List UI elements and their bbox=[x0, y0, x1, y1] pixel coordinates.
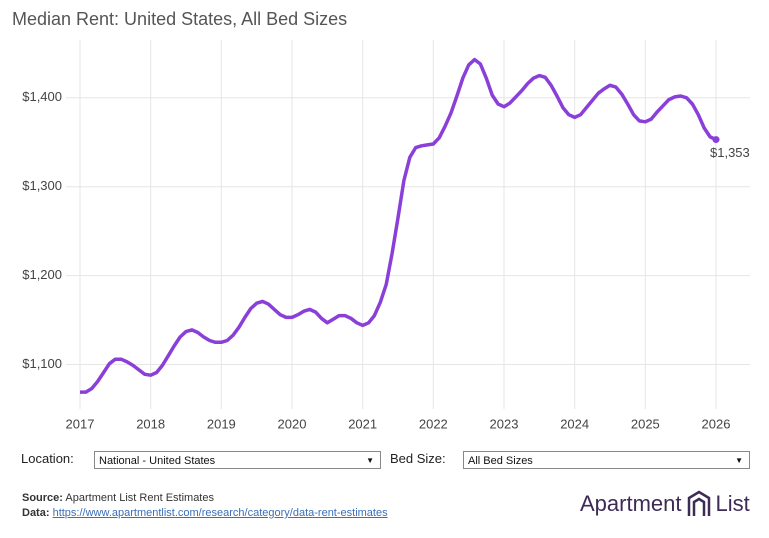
x-tick-label: 2024 bbox=[560, 416, 589, 431]
chart: Median Rent: United States, All Bed Size… bbox=[12, 9, 750, 431]
dropdown-arrow: ▼ bbox=[366, 456, 374, 465]
logo-text: Apartment bbox=[580, 491, 682, 516]
source-label: Source: bbox=[22, 492, 63, 504]
y-tick-label: $1,300 bbox=[22, 178, 62, 193]
data-label: $1,353 bbox=[710, 145, 750, 160]
source-line: Source: Apartment List Rent Estimates bbox=[22, 492, 214, 504]
y-tick-label: $1,100 bbox=[22, 356, 62, 371]
logo: Apartment List bbox=[580, 490, 750, 518]
x-tick-label: 2018 bbox=[136, 416, 165, 431]
x-tick-label: 2020 bbox=[278, 416, 307, 431]
x-tick-label: 2023 bbox=[490, 416, 519, 431]
logo-text: List bbox=[715, 491, 750, 516]
end-point bbox=[712, 136, 720, 144]
bed-size-label: Bed Size: bbox=[390, 451, 446, 466]
chart-title: Median Rent: United States, All Bed Size… bbox=[12, 9, 347, 29]
x-tick-label: 2022 bbox=[419, 416, 448, 431]
data-line: Data: https://www.apartmentlist.com/rese… bbox=[22, 507, 388, 519]
location-label: Location: bbox=[21, 451, 74, 466]
logo-icon bbox=[687, 490, 710, 516]
x-tick-label: 2025 bbox=[631, 416, 660, 431]
dropdown-arrow: ▼ bbox=[735, 456, 743, 465]
y-tick-label: $1,400 bbox=[22, 89, 62, 104]
data-label: Data: bbox=[22, 507, 50, 519]
bed-size-select[interactable]: All Bed Sizes ▼ bbox=[463, 451, 750, 469]
x-tick-label: 2021 bbox=[348, 416, 377, 431]
x-tick-label: 2026 bbox=[702, 416, 731, 431]
location-select[interactable]: National - United States ▼ bbox=[94, 451, 381, 469]
bed-size-value: All Bed Sizes bbox=[468, 455, 533, 467]
x-tick-label: 2017 bbox=[66, 416, 95, 431]
location-value: National - United States bbox=[99, 455, 216, 467]
line bbox=[80, 57, 717, 394]
y-tick-label: $1,200 bbox=[22, 267, 62, 282]
x-tick-label: 2019 bbox=[207, 416, 236, 431]
source-text: Apartment List Rent Estimates bbox=[65, 492, 214, 504]
data-link[interactable]: https://www.apartmentlist.com/research/c… bbox=[52, 507, 388, 519]
